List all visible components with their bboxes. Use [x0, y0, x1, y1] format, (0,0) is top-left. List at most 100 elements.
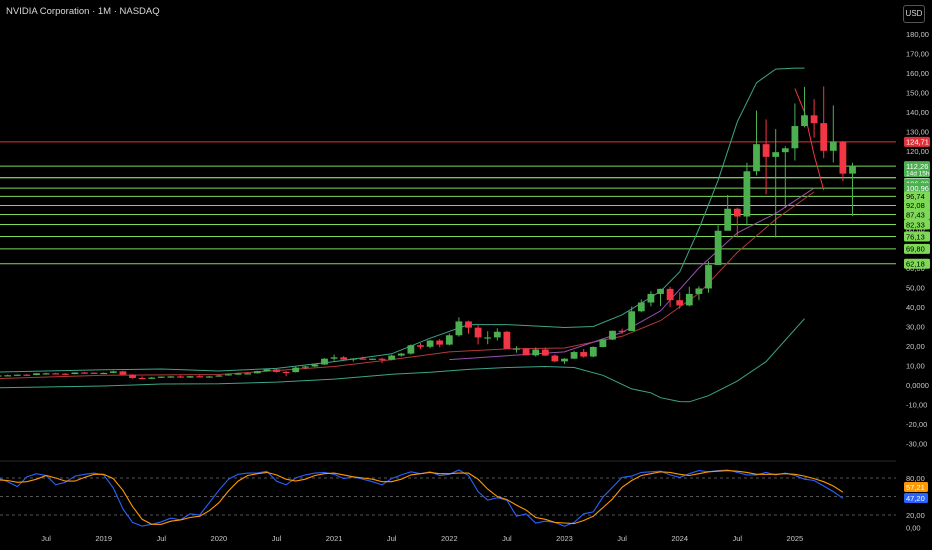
candle-body: [196, 376, 204, 378]
time-axis-tick: Jul: [41, 534, 51, 543]
candle-body: [503, 331, 511, 349]
countdown-label: 14d 15h: [906, 171, 930, 178]
price-label-box: [904, 258, 930, 269]
candle-body: [445, 335, 453, 345]
candle-body: [666, 288, 674, 301]
candle-body: [157, 376, 165, 378]
candle-body: [109, 371, 117, 373]
candle-body: [618, 330, 626, 332]
currency-button[interactable]: USD: [903, 5, 925, 23]
moving-average-red: [0, 191, 815, 379]
candle-body: [772, 152, 780, 157]
price-axis-tick: -10,00: [906, 401, 927, 410]
candle-body: [436, 340, 444, 345]
price-axis-tick: 50,00: [906, 284, 925, 293]
candle-body: [244, 373, 252, 375]
price-label-box: [904, 219, 930, 230]
candle-body: [599, 339, 607, 347]
candle-body: [282, 371, 290, 374]
candle-body: [676, 300, 684, 306]
candle-body: [301, 366, 309, 368]
stoch-d-label-box: [904, 482, 928, 492]
stoch-k-label: 47,20: [906, 494, 925, 503]
candle-body: [829, 141, 837, 151]
price-label-box: [904, 231, 930, 242]
candle-body: [465, 321, 472, 328]
price-axis-tick: 0,0000: [906, 381, 929, 390]
candle-body: [81, 372, 88, 374]
price-label-box: [904, 161, 930, 178]
price-axis-tick: 10,00: [906, 362, 925, 371]
candle-body: [810, 115, 818, 124]
candle-body: [61, 373, 69, 375]
candle-body: [148, 377, 156, 379]
candle-body: [714, 230, 722, 266]
candle-body: [4, 375, 12, 377]
candle-body: [733, 208, 741, 217]
candle-body: [628, 311, 636, 331]
price-label-text: 112,26: [906, 162, 928, 171]
candle-body: [292, 367, 300, 373]
candle-body: [225, 374, 232, 376]
candle-body: [397, 353, 405, 356]
candle-body: [695, 288, 703, 294]
price-label-text: 96,74: [906, 192, 925, 201]
price-axis-tick: 130,00: [906, 128, 929, 137]
time-axis-tick: 2023: [556, 534, 573, 543]
time-axis-tick: Jul: [733, 534, 743, 543]
candle-body: [609, 330, 616, 340]
stoch-axis-tick: 80,00: [906, 474, 925, 483]
bollinger-lower-band: [0, 318, 805, 403]
price-label-box: [904, 136, 930, 147]
stoch-d-label: 57,21: [906, 483, 925, 492]
candle-body: [321, 358, 328, 365]
candle-body: [177, 376, 184, 378]
time-axis-tick: 2025: [787, 534, 804, 543]
stoch-k-label-box: [904, 493, 928, 503]
candle-body: [647, 293, 655, 303]
stoch-axis-tick: 0,00: [906, 523, 921, 532]
time-axis-tick: 2024: [671, 534, 688, 543]
price-label-text: 76,13: [906, 232, 925, 241]
candle-body: [311, 364, 319, 367]
time-axis-tick: 2020: [211, 534, 228, 543]
candle-body: [0, 375, 2, 377]
candle-body: [100, 372, 108, 375]
price-label-box: [904, 183, 930, 194]
candle-body: [52, 373, 60, 375]
candle-body: [839, 141, 847, 174]
candle-body: [551, 355, 559, 362]
candle-body: [657, 288, 664, 294]
time-axis-tick: 2022: [441, 534, 458, 543]
candle-body: [23, 374, 31, 376]
candle-body: [378, 358, 386, 360]
candle-body: [215, 375, 223, 377]
candle-body: [330, 357, 338, 359]
price-axis-tick: -20,00: [906, 420, 927, 429]
candle-body: [349, 358, 357, 360]
price-label-text: 69,80: [906, 245, 925, 254]
price-label-text: 100,96: [906, 184, 929, 193]
price-axis-tick: 180,00: [906, 30, 929, 39]
candle-body: [263, 369, 271, 372]
price-label-box: [904, 200, 930, 211]
candle-body: [369, 358, 376, 360]
candle-body: [129, 374, 136, 378]
candle-body: [791, 126, 799, 149]
stochastic-d-line: [0, 470, 844, 525]
price-axis-tick: 150,00: [906, 89, 929, 98]
price-label-text: 62,18: [906, 260, 925, 269]
candle-body: [753, 144, 760, 172]
time-axis-tick: 2021: [326, 534, 343, 543]
candle-body: [685, 293, 693, 306]
time-axis-tick: Jul: [272, 534, 282, 543]
candle-body: [637, 302, 645, 312]
price-label-text: 92,08: [906, 201, 925, 210]
price-label-box: [904, 191, 930, 202]
price-axis-tick: 140,00: [906, 108, 929, 117]
candle-body: [589, 346, 597, 357]
candle-body: [561, 358, 568, 362]
price-axis-tick: -30,00: [906, 440, 927, 449]
candle-body: [71, 372, 79, 375]
